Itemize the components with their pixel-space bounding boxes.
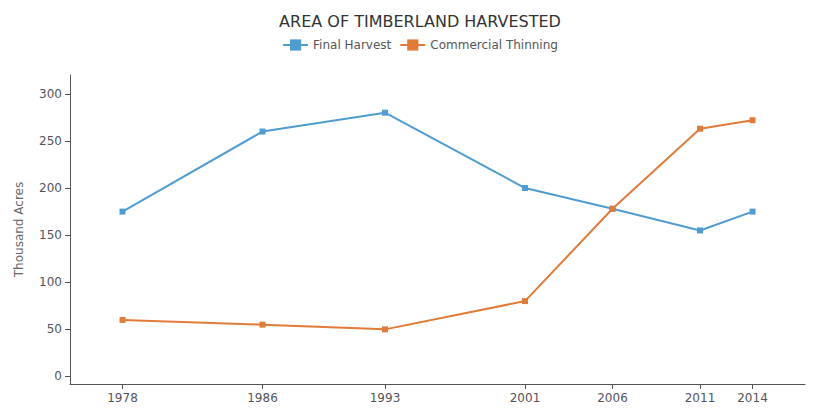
- svg-text:100: 100: [39, 275, 62, 289]
- svg-text:1986: 1986: [247, 391, 278, 405]
- svg-text:2014: 2014: [737, 391, 768, 405]
- svg-text:2006: 2006: [597, 391, 628, 405]
- svg-text:AREA OF TIMBERLAND HARVESTED: AREA OF TIMBERLAND HARVESTED: [279, 12, 561, 31]
- svg-text:Commercial Thinning: Commercial Thinning: [430, 38, 558, 52]
- svg-text:Thousand Acres: Thousand Acres: [12, 182, 26, 278]
- svg-text:2011: 2011: [685, 391, 716, 405]
- svg-text:Final Harvest: Final Harvest: [313, 38, 392, 52]
- svg-text:50: 50: [47, 322, 62, 336]
- svg-text:1978: 1978: [107, 391, 138, 405]
- svg-text:200: 200: [39, 181, 62, 195]
- svg-text:150: 150: [39, 228, 62, 242]
- svg-text:2001: 2001: [510, 391, 541, 405]
- svg-text:0: 0: [54, 369, 62, 383]
- svg-text:300: 300: [39, 87, 62, 101]
- svg-text:1993: 1993: [370, 391, 401, 405]
- svg-text:250: 250: [39, 134, 62, 148]
